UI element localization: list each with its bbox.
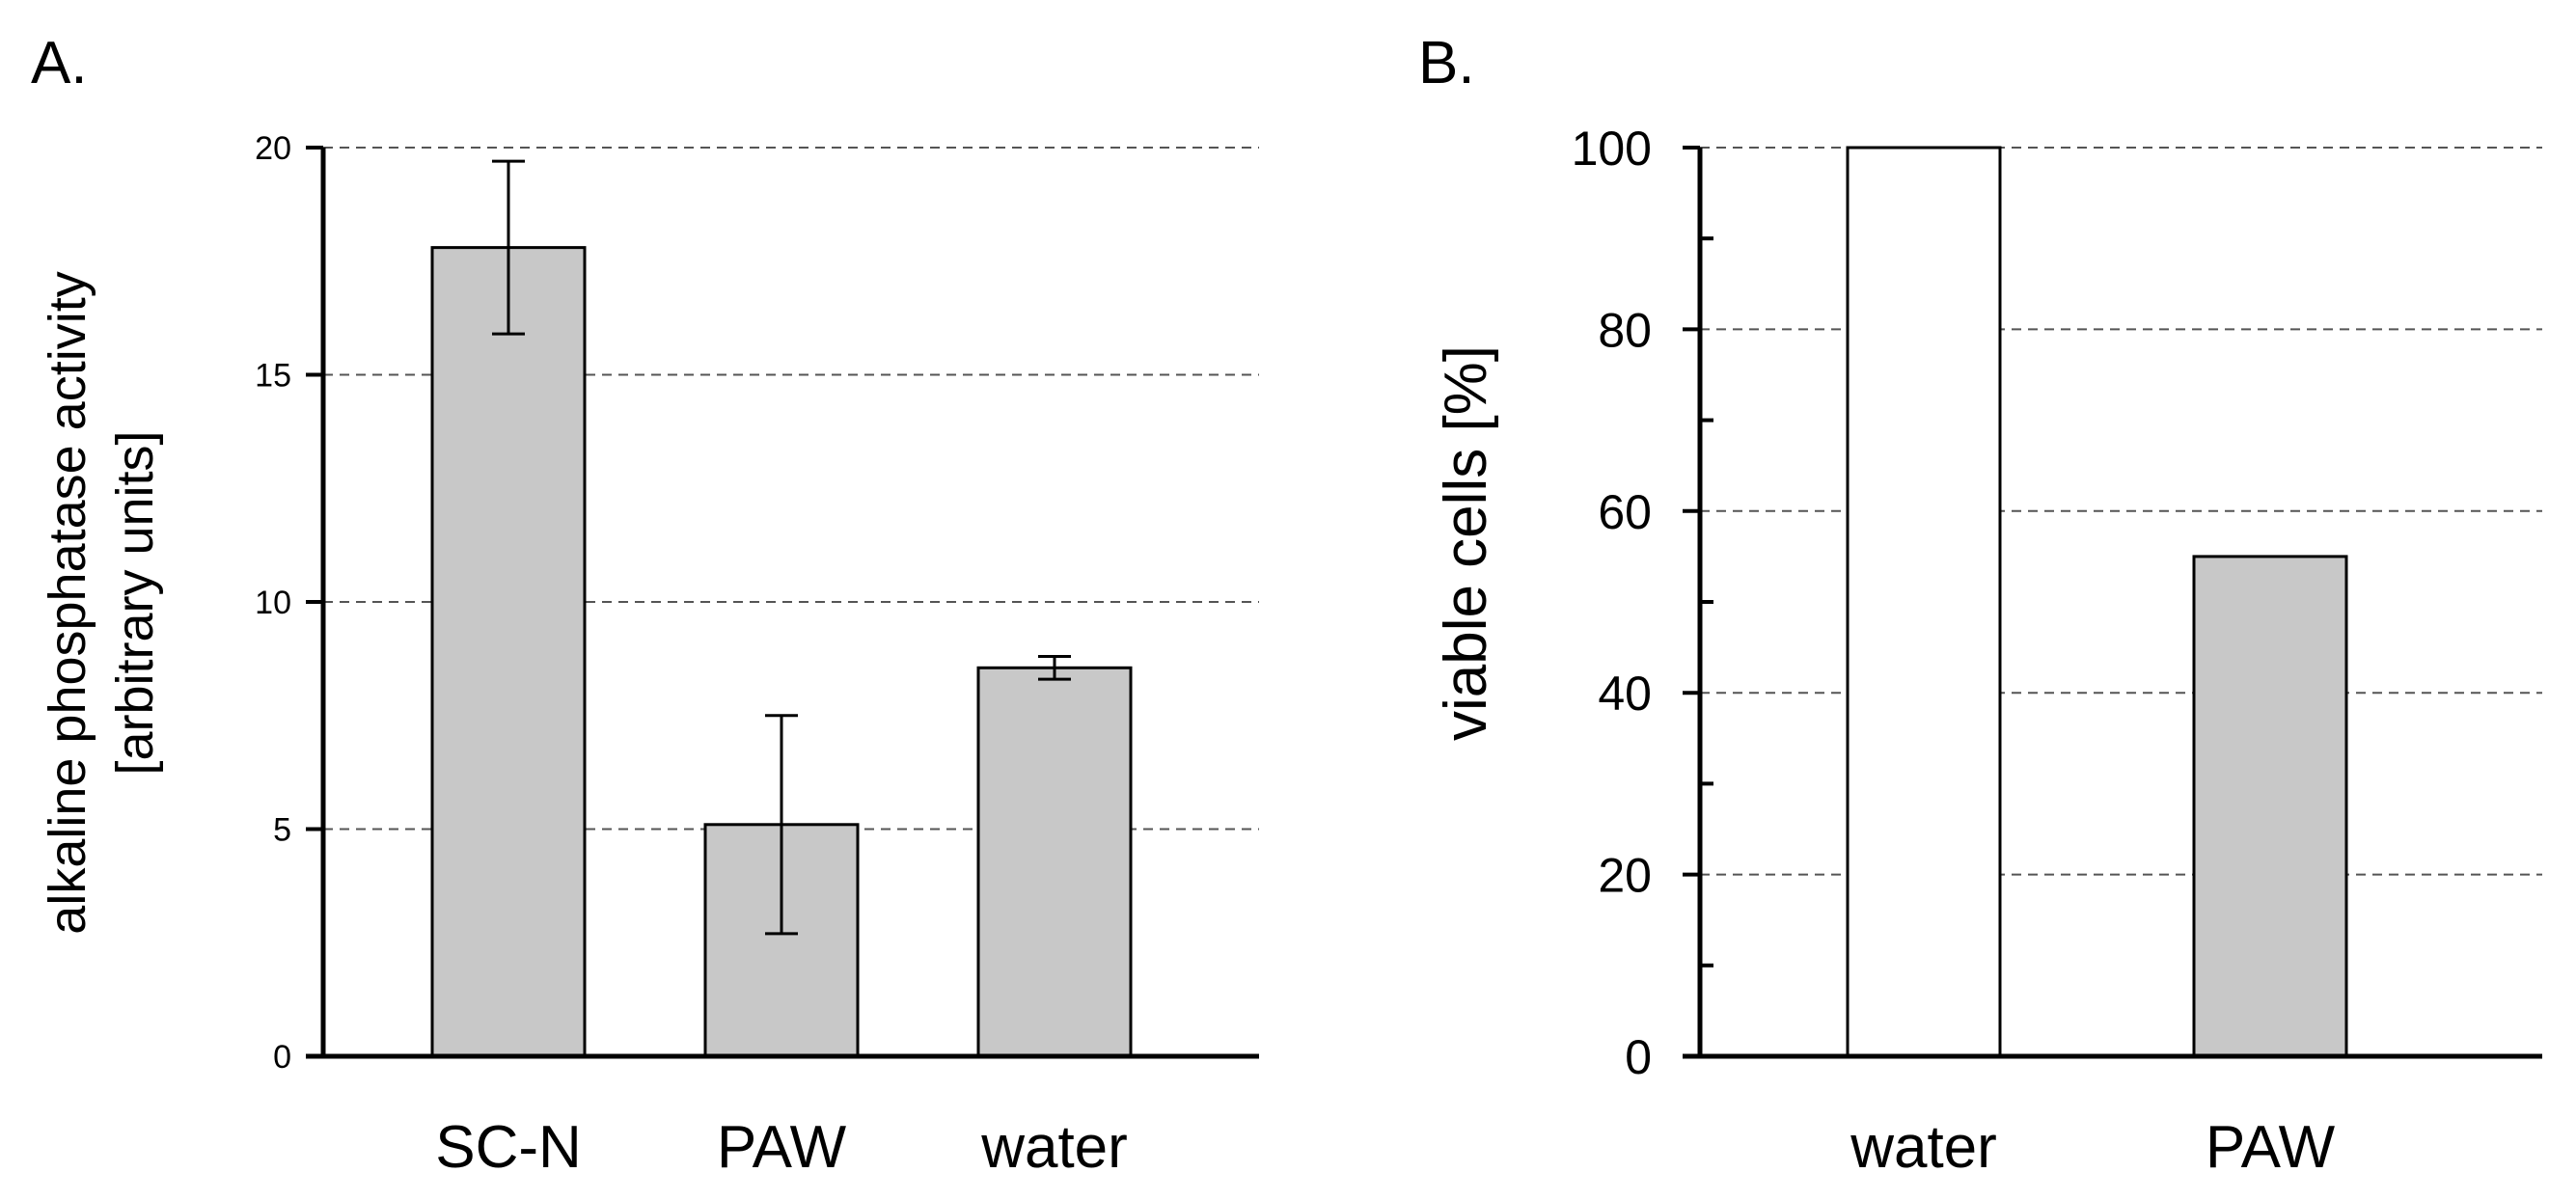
- y-tick-label: 5: [273, 812, 291, 849]
- y-tick-15: 15: [255, 358, 323, 395]
- panel-b-gridlines: [1700, 147, 2542, 876]
- y-tick-label: 100: [1572, 122, 1652, 176]
- y-tick-label: 60: [1598, 485, 1652, 539]
- panel-b-y-axis-title-line-1: viable cells [%]: [1433, 345, 1499, 741]
- panel-a-y-axis-title: alkaline phosphatase activity [arbitrary…: [39, 271, 164, 934]
- y-tick-label: 0: [1625, 1030, 1652, 1084]
- error-bar-paw: [765, 714, 798, 936]
- y-tick-20: 20: [1598, 849, 1700, 903]
- y-tick-label: 80: [1598, 303, 1652, 357]
- bar-sc-n: SC-N: [430, 159, 587, 1181]
- error-bar-water: [1038, 655, 1071, 681]
- panel-b-y-ticks: 0 20 40 60 80 100: [1572, 122, 1700, 1084]
- y-tick-100: 100: [1572, 122, 1700, 176]
- category-label-water: water: [980, 1114, 1128, 1181]
- bar-water: water: [976, 655, 1133, 1181]
- panel-b-bars: water PAW: [1846, 146, 2348, 1181]
- y-tick-10: 10: [255, 585, 323, 621]
- y-tick-label: 20: [1598, 849, 1652, 903]
- panel-a-y-axis-title-line-2: [arbitrary units]: [106, 430, 164, 775]
- panel-a-bars: SC-N PAW water: [430, 159, 1133, 1181]
- y-tick-60: 60: [1598, 485, 1700, 539]
- y-tick-label: 0: [273, 1039, 291, 1076]
- bar-paw-rect: [2192, 555, 2348, 1058]
- bar-paw: PAW: [703, 714, 860, 1181]
- y-tick-label: 10: [255, 585, 291, 621]
- y-tick-20: 20: [255, 130, 323, 167]
- category-label-water: water: [1850, 1114, 1997, 1181]
- y-tick-label: 40: [1598, 667, 1652, 721]
- y-tick-5: 5: [273, 812, 323, 849]
- y-tick-label: 15: [255, 358, 291, 395]
- bar-water-rect: [1846, 146, 2002, 1058]
- y-tick-80: 80: [1598, 303, 1700, 357]
- panel-a-chart: A. alkaline phosphatase activity [arbitr…: [31, 30, 1259, 1181]
- panel-b-y-axis-title: viable cells [%]: [1433, 345, 1499, 741]
- bar-paw: PAW: [2192, 555, 2348, 1181]
- bar-sc-n-rect: [430, 246, 587, 1058]
- panel-b-label: B.: [1418, 30, 1475, 96]
- panel-b-chart: B. viable cells [%] 0 20 40 60: [1418, 30, 2542, 1181]
- panel-a-label: A.: [31, 30, 88, 96]
- bar-water: water: [1846, 146, 2002, 1181]
- error-bar-sc-n: [492, 159, 525, 336]
- panel-a-y-ticks: 0 5 10 15 20: [255, 130, 323, 1076]
- bar-water-rect: [976, 666, 1133, 1058]
- y-tick-label: 20: [255, 130, 291, 167]
- panel-a-y-axis-title-line-1: alkaline phosphatase activity: [39, 271, 96, 934]
- category-label-paw: PAW: [2206, 1114, 2336, 1181]
- y-tick-40: 40: [1598, 667, 1700, 721]
- category-label-sc-n: SC-N: [435, 1114, 582, 1181]
- category-label-paw: PAW: [717, 1114, 847, 1181]
